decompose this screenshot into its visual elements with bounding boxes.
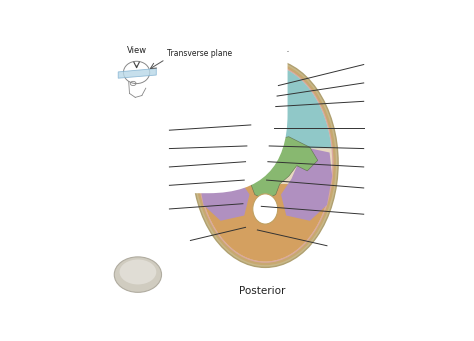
Ellipse shape xyxy=(257,234,273,244)
Polygon shape xyxy=(198,148,249,221)
Ellipse shape xyxy=(114,257,162,292)
Ellipse shape xyxy=(242,226,257,237)
Ellipse shape xyxy=(192,59,338,267)
Polygon shape xyxy=(118,69,156,78)
Polygon shape xyxy=(281,148,332,221)
Text: View: View xyxy=(127,46,146,55)
Ellipse shape xyxy=(119,260,156,284)
Polygon shape xyxy=(213,133,318,197)
Polygon shape xyxy=(199,178,331,262)
Text: Posterior: Posterior xyxy=(239,286,286,296)
Polygon shape xyxy=(199,64,331,148)
Text: Anterior: Anterior xyxy=(246,49,289,59)
Polygon shape xyxy=(259,129,271,148)
Ellipse shape xyxy=(253,194,278,224)
Ellipse shape xyxy=(273,226,289,237)
FancyBboxPatch shape xyxy=(36,0,288,193)
Text: Transverse plane: Transverse plane xyxy=(167,49,232,58)
Ellipse shape xyxy=(195,61,336,265)
Ellipse shape xyxy=(197,63,334,263)
Ellipse shape xyxy=(198,64,332,262)
